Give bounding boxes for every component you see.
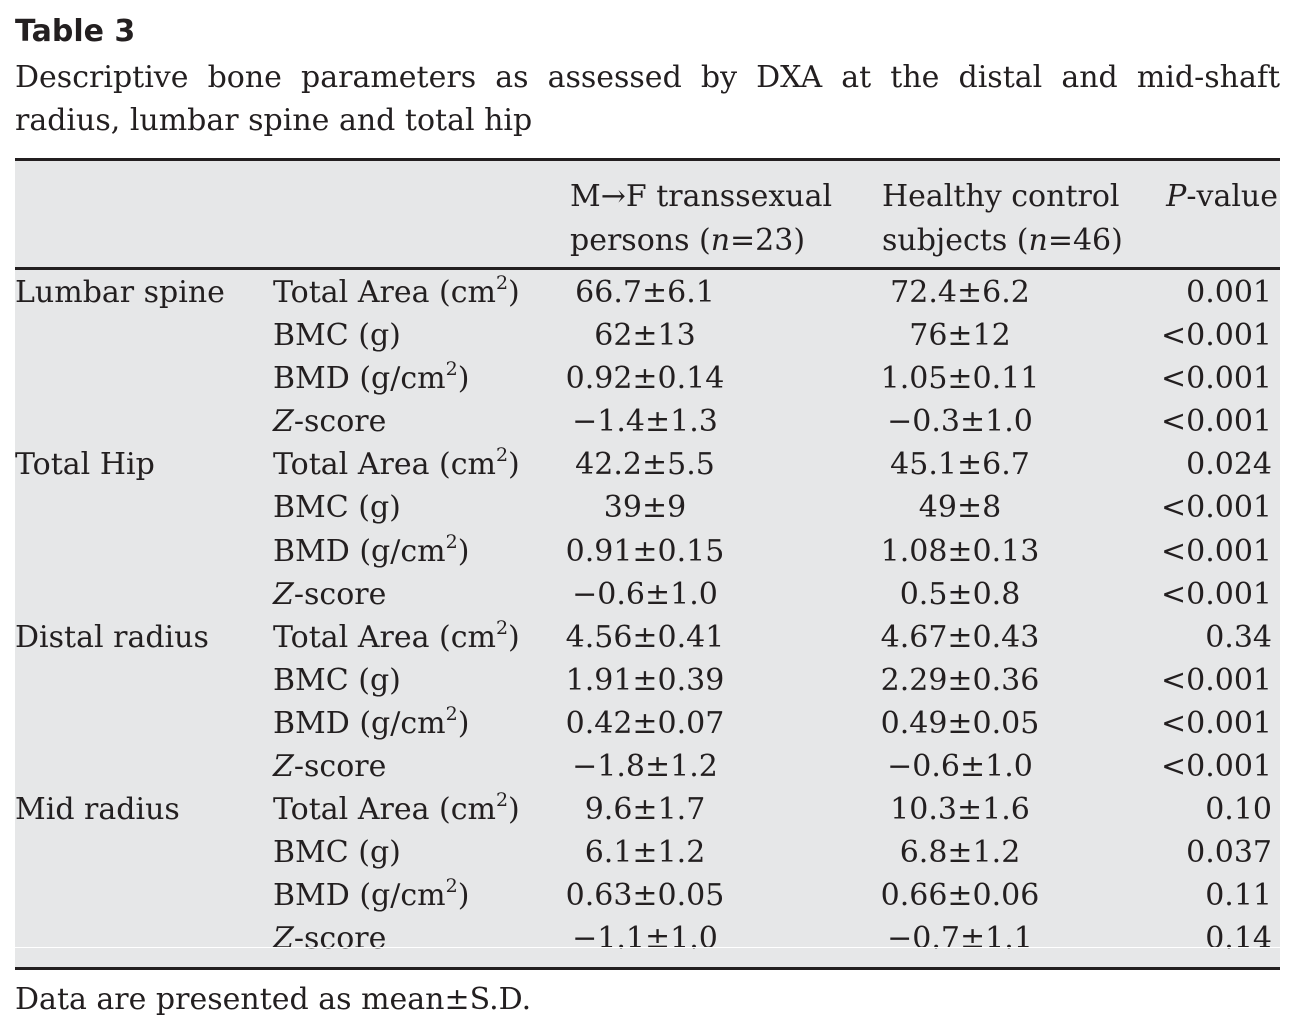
divider xyxy=(15,947,1280,948)
parameter-label: Z-score xyxy=(273,576,387,612)
control-value: 1.05±0.11 xyxy=(880,361,1040,397)
header-p-value: P-value xyxy=(1166,179,1278,214)
table-row: BMD (g/cm2) 0.91±0.15 1.08±0.13 <0.001 xyxy=(15,530,1280,573)
p-value: <0.001 xyxy=(1160,749,1272,785)
control-value: 72.4±6.2 xyxy=(890,275,1030,310)
site-label: Lumbar spine xyxy=(15,275,225,310)
table-row: BMD (g/cm2) 0.92±0.14 1.05±0.11 <0.001 xyxy=(15,357,1280,400)
control-value: 0.5±0.8 xyxy=(899,576,1021,612)
table-body: Lumbar spine Total Area (cm2) 66.7±6.1 72.4… xyxy=(15,271,1280,961)
parameter-label: BMC (g) xyxy=(273,318,401,354)
parameter-label: Z-score xyxy=(273,921,387,957)
p-value: <0.001 xyxy=(1160,318,1272,354)
table-row: Lumbar spine Total Area (cm2) 66.7±6.1 72.4… xyxy=(15,271,1280,314)
table-header: M→F transsexual persons (n=23) Healthy c… xyxy=(15,161,1280,270)
table-row: Total Hip Total Area (cm2) 42.2±5.5 45.1±6.… xyxy=(15,443,1280,486)
table-row: BMC (g) 6.1±1.2 6.8±1.2 0.037 xyxy=(15,831,1280,874)
header-control-line1: Healthy control xyxy=(882,179,1120,214)
table-row: Mid radius Total Area (cm2) 9.6±1.7 10.3±1.… xyxy=(15,788,1280,831)
mtf-value: −0.6±1.0 xyxy=(572,576,718,612)
parameter-label: BMD (g/cm2) xyxy=(273,702,470,741)
control-value: 0.49±0.05 xyxy=(880,705,1040,741)
p-value: <0.001 xyxy=(1160,533,1272,569)
parameter-label: Total Area (cm2) xyxy=(273,272,520,311)
table-row: Z-score −1.1±1.0 −0.7±1.1 0.14 xyxy=(15,917,1280,960)
p-value: 0.14 xyxy=(1205,921,1272,957)
p-value: <0.001 xyxy=(1160,404,1272,440)
parameter-label: Total Area (cm2) xyxy=(273,789,520,828)
site-label: Total Hip xyxy=(15,447,155,483)
control-value: 49±8 xyxy=(918,490,1002,526)
control-value: −0.7±1.1 xyxy=(887,921,1033,957)
control-value: −0.3±1.0 xyxy=(887,404,1033,440)
parameter-label: BMC (g) xyxy=(273,835,401,871)
control-value: 1.08±0.13 xyxy=(880,533,1040,569)
header-control-line2: subjects (n=46) xyxy=(882,223,1123,258)
mtf-value: −1.1±1.0 xyxy=(572,921,718,957)
p-value: <0.001 xyxy=(1160,490,1272,526)
p-value: 0.037 xyxy=(1186,835,1272,871)
mtf-value: 0.92±0.14 xyxy=(565,361,725,397)
p-value: <0.001 xyxy=(1160,705,1272,741)
table-row: BMD (g/cm2) 0.63±0.05 0.66±0.06 0.11 xyxy=(15,874,1280,917)
control-value: −0.6±1.0 xyxy=(887,749,1033,785)
header-mtf: M→F transsexual persons (n=23) xyxy=(570,175,832,263)
table-row: Z-score −0.6±1.0 0.5±0.8 <0.001 xyxy=(15,573,1280,616)
header-mtf-line2: persons (n=23) xyxy=(570,223,806,258)
site-label: Distal radius xyxy=(15,619,209,655)
table-row: Distal radius Total Area (cm2) 4.56±0.41 4.… xyxy=(15,616,1280,659)
table-caption: Descriptive bone parameters as assessed … xyxy=(15,60,1280,138)
table-row: BMC (g) 39±9 49±8 <0.001 xyxy=(15,486,1280,529)
mtf-value: 6.1±1.2 xyxy=(584,835,706,871)
control-value: 6.8±1.2 xyxy=(899,835,1021,871)
mtf-value: 42.2±5.5 xyxy=(575,447,715,483)
parameter-label: Total Area (cm2) xyxy=(273,616,520,655)
control-value: 0.66±0.06 xyxy=(880,878,1040,914)
p-value: <0.001 xyxy=(1160,361,1272,397)
table-row: BMC (g) 1.91±0.39 2.29±0.36 <0.001 xyxy=(15,659,1280,702)
mtf-value: 1.91±0.39 xyxy=(565,662,725,698)
mtf-value: 4.56±0.41 xyxy=(565,619,725,655)
table-title: Table 3 xyxy=(15,14,136,49)
header-control: Healthy control subjects (n=46) xyxy=(882,175,1123,263)
parameter-label: Z-score xyxy=(273,749,387,785)
parameter-label: BMD (g/cm2) xyxy=(273,875,470,914)
control-value: 76±12 xyxy=(909,318,1011,354)
parameter-label: BMC (g) xyxy=(273,490,401,526)
p-value: <0.001 xyxy=(1160,576,1272,612)
mtf-value: 39±9 xyxy=(603,490,687,526)
mtf-value: 66.7±6.1 xyxy=(575,275,715,310)
mtf-value: −1.4±1.3 xyxy=(572,404,718,440)
mtf-value: −1.8±1.2 xyxy=(572,749,718,785)
mtf-value: 0.91±0.15 xyxy=(565,533,725,569)
table-row: BMC (g) 62±13 76±12 <0.001 xyxy=(15,314,1280,357)
p-value: 0.10 xyxy=(1205,792,1272,828)
p-value: 0.34 xyxy=(1205,619,1272,655)
parameter-label: BMC (g) xyxy=(273,662,401,698)
control-value: 45.1±6.7 xyxy=(890,447,1030,483)
p-value: 0.11 xyxy=(1205,878,1272,914)
p-value: 0.001 xyxy=(1186,275,1272,310)
mtf-value: 62±13 xyxy=(594,318,696,354)
site-label: Mid radius xyxy=(15,792,180,828)
table-footnote: Data are presented as mean±S.D. xyxy=(15,982,532,1017)
parameter-label: BMD (g/cm2) xyxy=(273,530,470,569)
mtf-value: 0.42±0.07 xyxy=(565,705,725,741)
parameter-label: Total Area (cm2) xyxy=(273,444,520,483)
data-table: M→F transsexual persons (n=23) Healthy c… xyxy=(15,158,1280,970)
control-value: 10.3±1.6 xyxy=(890,792,1030,828)
mtf-value: 0.63±0.05 xyxy=(565,878,725,914)
parameter-label: BMD (g/cm2) xyxy=(273,358,470,397)
table-row: Z-score −1.8±1.2 −0.6±1.0 <0.001 xyxy=(15,745,1280,788)
control-value: 2.29±0.36 xyxy=(880,662,1040,698)
parameter-label: Z-score xyxy=(273,404,387,440)
mtf-value: 9.6±1.7 xyxy=(584,792,706,828)
control-value: 4.67±0.43 xyxy=(880,619,1040,655)
header-mtf-line1: M→F transsexual xyxy=(570,179,833,214)
table-row: Z-score −1.4±1.3 −0.3±1.0 <0.001 xyxy=(15,400,1280,443)
p-value: 0.024 xyxy=(1186,447,1272,483)
p-value: <0.001 xyxy=(1160,662,1272,698)
table-row: BMD (g/cm2) 0.42±0.07 0.49±0.05 <0.001 xyxy=(15,702,1280,745)
